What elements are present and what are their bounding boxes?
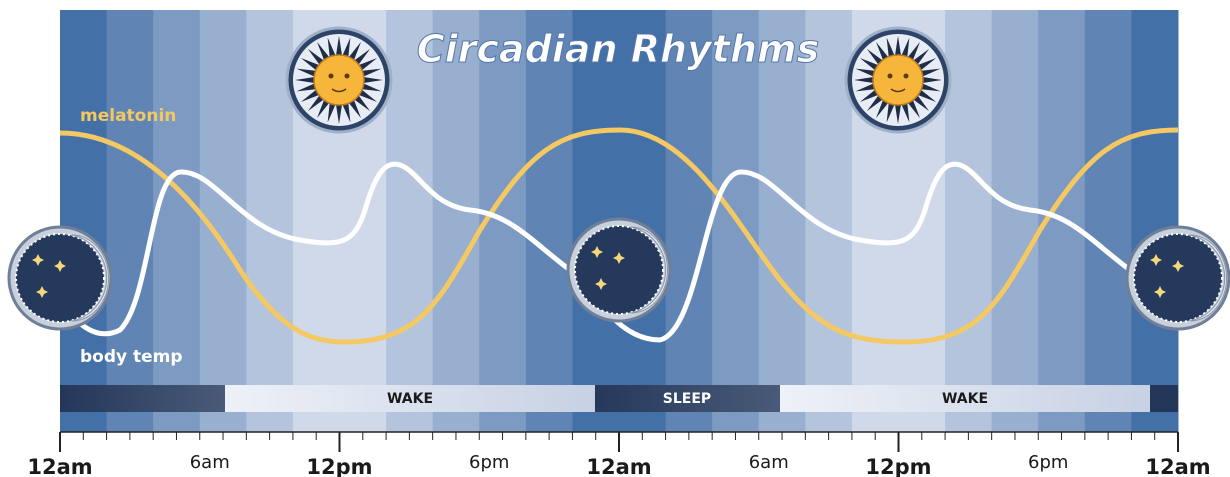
stripe — [386, 10, 434, 432]
star — [591, 246, 603, 258]
schedule-bar: WAKE SLEEP WAKE — [60, 385, 1178, 412]
sun-eye — [903, 73, 909, 79]
time-axis: 12am 6am 12pm 6pm 12am 6am 12pm 6pm 12am — [27, 431, 1211, 477]
sleep-segment — [60, 385, 225, 412]
moon-sky — [1133, 233, 1223, 323]
moon-crescent — [1189, 234, 1227, 322]
sun-mouth — [890, 88, 906, 93]
time-label: 6pm — [1028, 452, 1068, 473]
sun-mouth — [331, 88, 347, 93]
stripe — [60, 10, 108, 432]
time-label: 12pm — [865, 455, 931, 477]
sleep-segment — [1150, 385, 1178, 412]
stripe — [1131, 10, 1179, 432]
stripe — [432, 10, 480, 432]
sleep-label: SLEEP — [663, 391, 711, 407]
sun-eye — [344, 73, 350, 79]
star — [1150, 254, 1162, 266]
melatonin-label: melatonin — [80, 106, 176, 126]
sun-face — [872, 54, 924, 106]
time-label: 12am — [1145, 455, 1210, 477]
star — [1172, 260, 1184, 272]
sleep-segment — [595, 385, 780, 412]
wake-label: WAKE — [387, 391, 433, 407]
time-label: 6am — [190, 452, 230, 473]
time-label: 12pm — [306, 455, 372, 477]
star — [613, 252, 625, 264]
time-label: 6am — [749, 452, 789, 473]
time-label: 6pm — [469, 452, 509, 473]
sun-rays — [295, 36, 383, 124]
sun-face — [313, 54, 365, 106]
stripe — [991, 10, 1039, 432]
stripe — [665, 10, 713, 432]
wake-label: WAKE — [942, 391, 988, 407]
body-temp-label: body temp — [80, 347, 183, 367]
sun-eye — [887, 73, 893, 79]
sun-rays — [854, 36, 942, 124]
sun-eye — [328, 73, 334, 79]
wake-segment — [780, 385, 1150, 412]
stripe — [106, 10, 154, 432]
star — [54, 260, 66, 272]
star — [1154, 286, 1166, 298]
wake-segment — [225, 385, 595, 412]
time-label: 12am — [586, 455, 651, 477]
stripe — [153, 10, 201, 432]
moon-crescent — [630, 226, 668, 314]
star — [36, 286, 48, 298]
title: Circadian Rhythms — [417, 27, 820, 71]
moon-sky — [15, 233, 105, 323]
stripe — [758, 10, 806, 432]
moon-crescent — [71, 234, 109, 322]
moon-sky — [574, 225, 664, 315]
melatonin-curve — [59, 127, 1179, 345]
stripe — [945, 10, 993, 432]
stripe — [1084, 10, 1132, 432]
stripe — [525, 10, 573, 432]
star — [595, 278, 607, 290]
icons — [7, 26, 1230, 331]
star — [32, 254, 44, 266]
time-label: 12am — [27, 455, 92, 477]
